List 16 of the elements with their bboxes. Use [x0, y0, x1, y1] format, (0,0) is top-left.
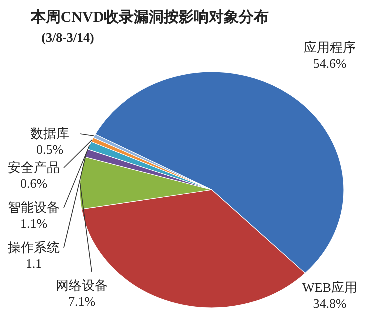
slice-label: 网络设备	[56, 278, 108, 293]
slice-label: WEB应用	[302, 280, 358, 295]
data-label: 34.8%	[313, 296, 347, 311]
chart-title: 本周CNVD收录漏洞按影响对象分布	[30, 9, 270, 26]
data-label: 54.6%	[313, 56, 347, 71]
slice-label: 操作系统	[8, 240, 60, 255]
data-label: 0.5%	[36, 142, 64, 157]
slice-label: 安全产品	[8, 160, 60, 175]
data-label: 7.1%	[68, 294, 96, 309]
slice-label: 应用程序	[304, 40, 356, 55]
slice-label: 数据库	[30, 126, 70, 141]
data-label: 1.1%	[20, 216, 48, 231]
chart-subtitle: (3/8-3/14)	[42, 30, 94, 45]
data-label: 1.1	[26, 256, 42, 271]
slice-label: 智能设备	[8, 200, 60, 215]
data-label: 0.6%	[20, 176, 48, 191]
